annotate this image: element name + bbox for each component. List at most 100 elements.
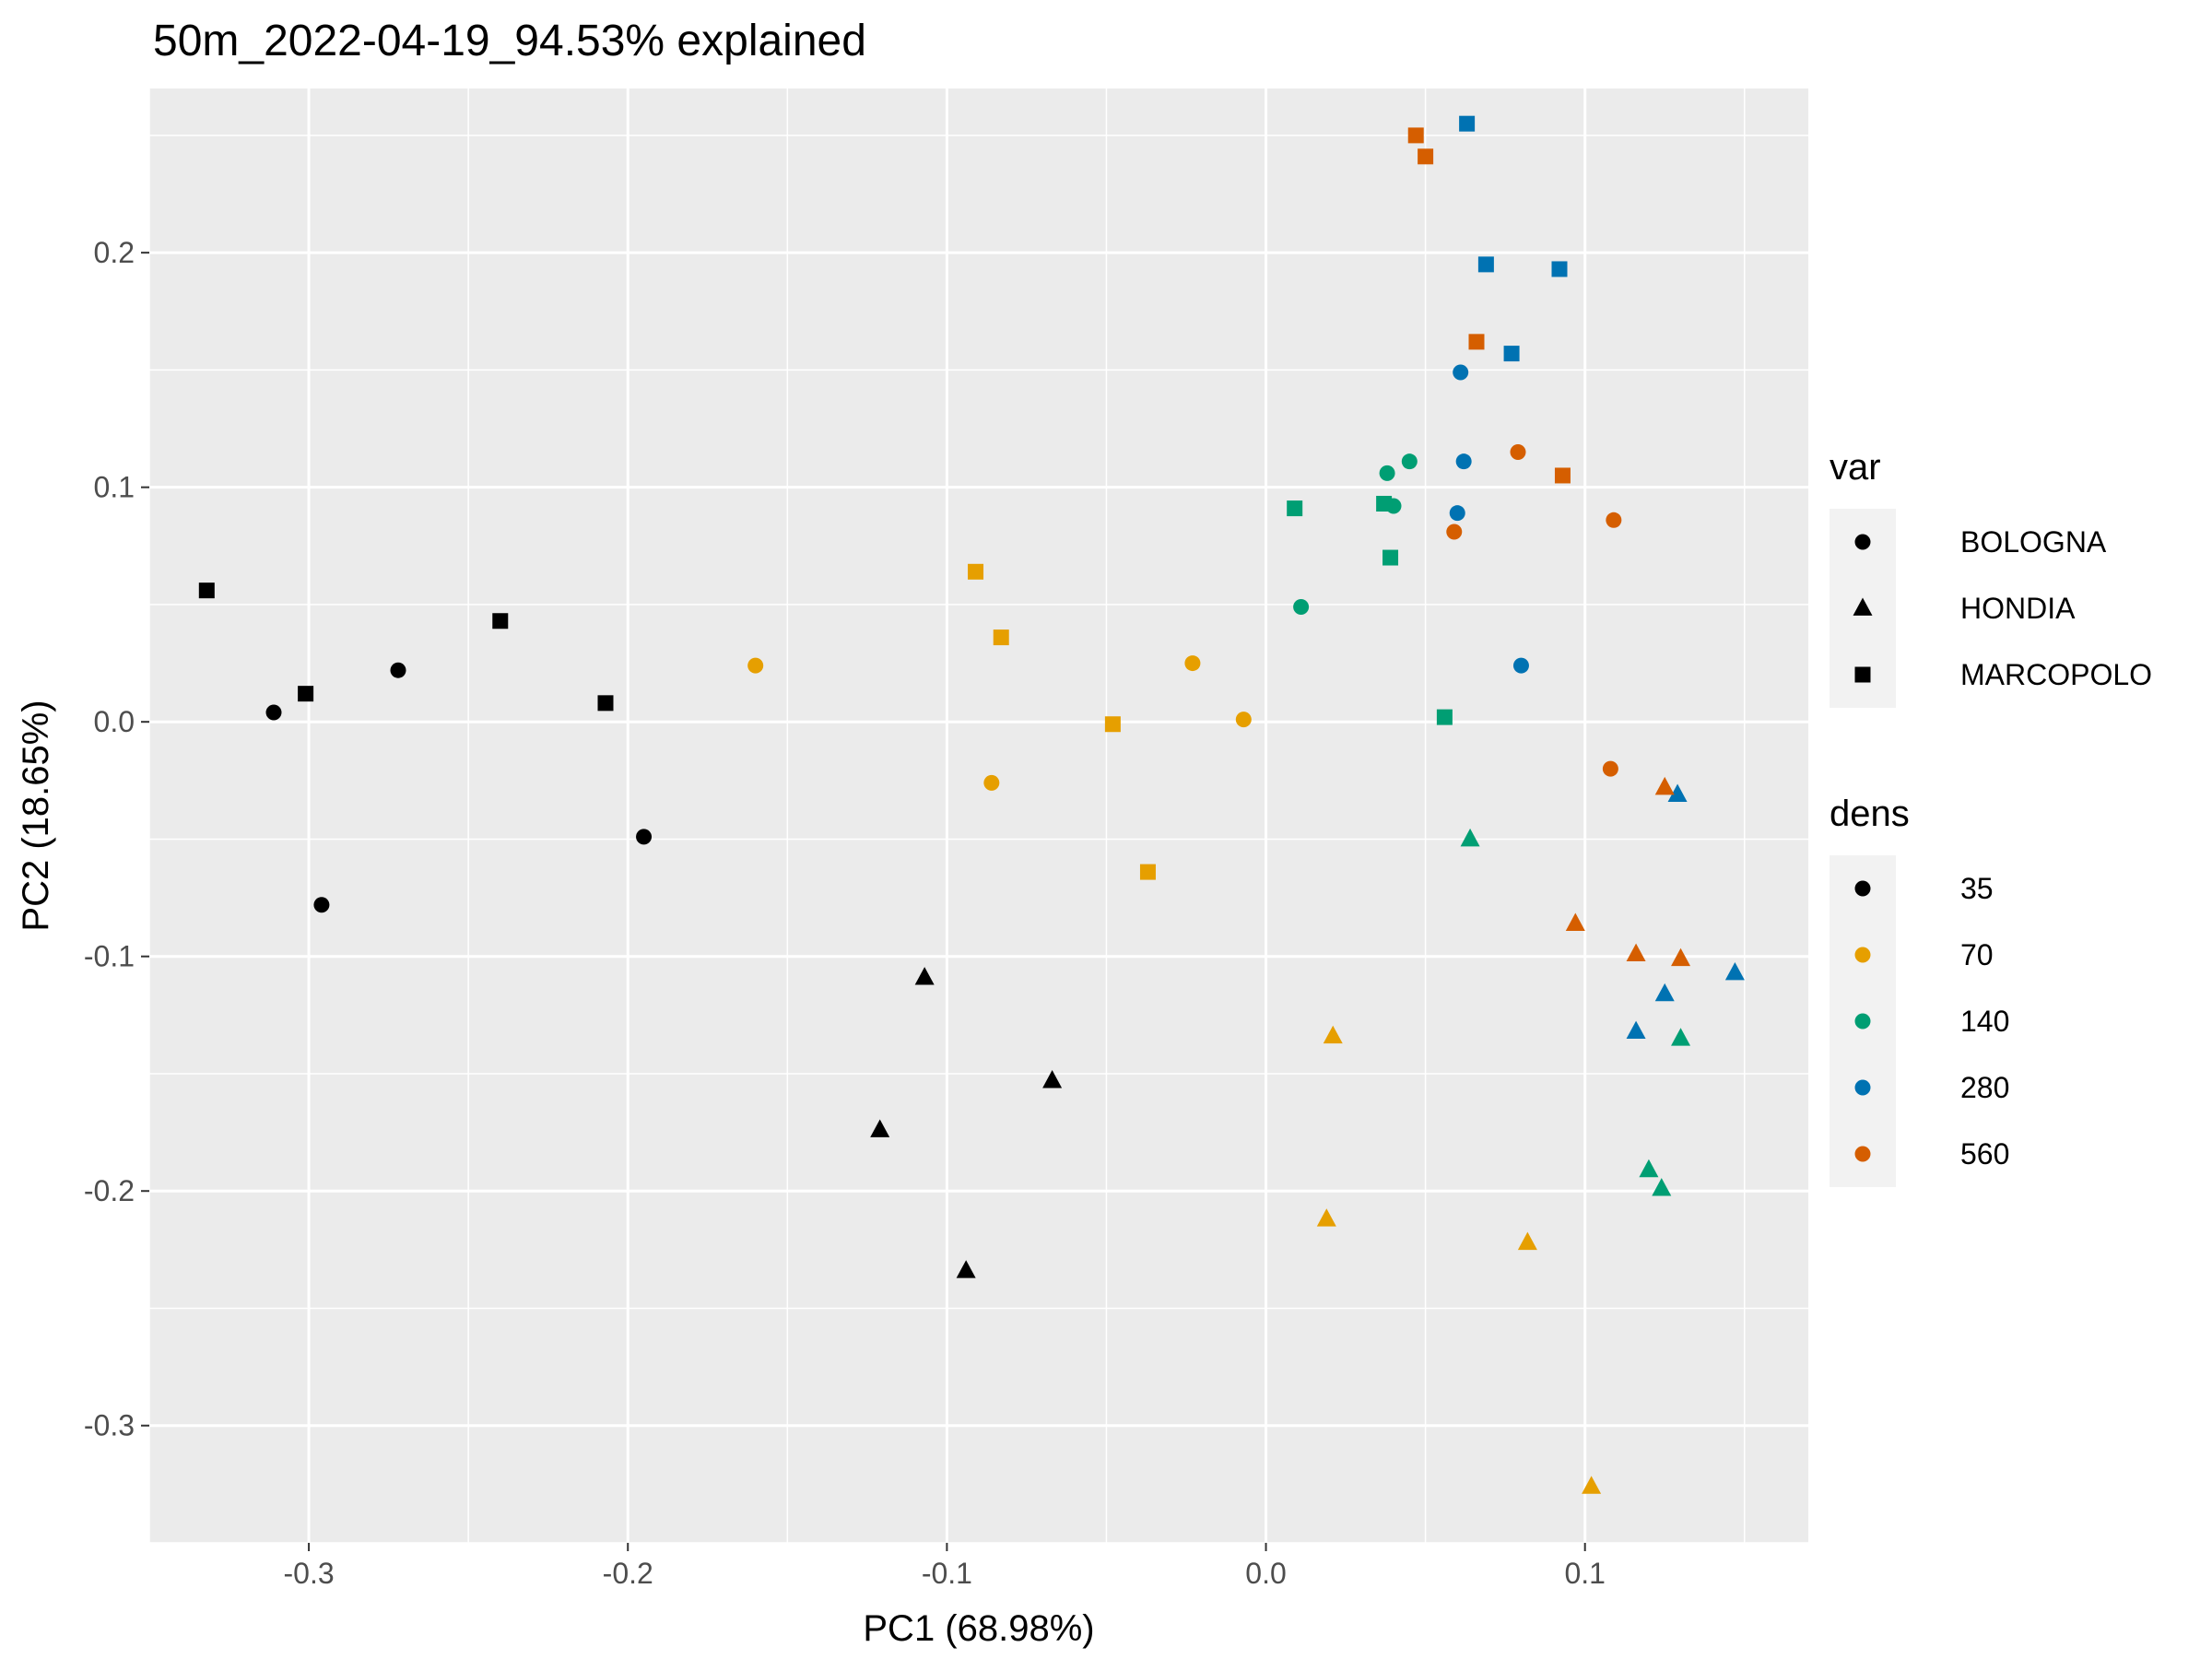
legend-dens-label: 280 [1960,1071,2009,1104]
data-points [198,115,1745,1494]
data-point [1407,127,1424,144]
legend-dens: dens 35 70 140 280 560 [1830,794,2009,1187]
data-point [1449,505,1465,522]
data-point [1671,947,1691,967]
data-point [265,704,282,721]
data-point [1468,334,1485,350]
x-tick-label: 0.0 [1245,1557,1286,1590]
data-point [1606,512,1622,528]
data-point [1323,1025,1343,1044]
data-point [636,829,653,845]
data-point [1626,1020,1646,1040]
data-point [1376,495,1393,512]
x-tick-label: -0.3 [284,1557,335,1590]
data-point [1459,115,1476,132]
data-point [1652,1178,1672,1196]
data-point [1418,148,1434,165]
data-point [956,1260,976,1278]
data-point [1477,256,1494,273]
legend-key-circle [1854,534,1871,550]
data-point [1626,943,1646,962]
legend-dens-label: 70 [1960,938,1994,971]
data-point [1551,261,1568,277]
data-point [313,897,330,913]
major-gridlines [149,88,1808,1543]
legend-var: var BOLOGNA HONDIA MARCOPOLO [1830,447,2152,708]
data-point [1316,1208,1336,1227]
data-point [1554,467,1571,484]
legend-key-triangle [1853,597,1873,616]
data-point [1582,1476,1602,1494]
data-point [1436,709,1453,725]
y-tick-label: -0.3 [84,1409,135,1442]
legend-dens-title: dens [1830,794,1910,834]
legend-key-dot [1854,1079,1871,1096]
data-point [1724,961,1745,981]
data-point [1401,453,1418,470]
legend-dens-label: 140 [1960,1005,2009,1038]
chart-title: 50m_2022-04-19_94.53% explained [153,17,866,65]
data-point [1510,444,1526,460]
minor-gridlines [148,88,1808,1544]
data-point [1379,465,1395,481]
x-axis-label: PC1 (68.98%) [863,1608,1094,1649]
data-point [390,662,406,678]
data-point [1602,760,1618,777]
data-point [968,563,984,580]
x-axis: -0.3 -0.2 -0.1 0.0 0.1 [284,1543,1606,1590]
y-tick-label: 0.1 [94,471,135,504]
x-tick-label: -0.2 [603,1557,653,1590]
data-point [1184,655,1201,672]
legend-var-label: HONDIA [1960,592,2076,625]
data-point [914,967,935,985]
data-point [1639,1159,1659,1178]
legend-dens-label: 35 [1960,872,1994,905]
legend-dens-label: 560 [1960,1137,2009,1171]
data-point [1042,1070,1063,1088]
data-point [1667,783,1688,802]
data-point [597,695,614,712]
data-point [1446,524,1463,540]
data-point [1293,598,1310,615]
data-point [1139,864,1156,880]
data-point [1512,657,1529,674]
y-tick-label: -0.2 [84,1174,135,1207]
y-tick-label: 0.0 [94,705,135,738]
legend-var-title: var [1830,447,1881,488]
x-tick-label: -0.1 [922,1557,972,1590]
data-point [983,774,1000,791]
legend-key-square [1854,666,1871,683]
data-point [1654,776,1675,795]
x-tick-label: 0.1 [1564,1557,1605,1590]
legend-var-label: BOLOGNA [1960,525,2107,559]
y-tick-label: -0.1 [84,940,135,973]
data-point [1671,1028,1691,1046]
legend-key-dot [1854,947,1871,963]
data-point [747,657,764,674]
y-axis: -0.3 -0.2 -0.1 0.0 0.1 0.2 [84,236,149,1442]
data-point [1104,716,1121,733]
data-point [1460,828,1480,847]
legend-var-label: MARCOPOLO [1960,658,2152,691]
legend-key-dot [1854,880,1871,897]
data-point [1654,982,1675,1002]
legend-key-dot [1854,1146,1871,1162]
data-point [1565,912,1585,931]
data-point [198,582,215,599]
data-point [870,1119,890,1137]
y-tick-label: 0.2 [94,236,135,269]
data-point [1235,712,1252,728]
plot-panel [149,88,1808,1543]
data-point [1287,500,1303,517]
legend-key-dot [1854,1013,1871,1030]
data-point [1517,1231,1537,1251]
data-point [1455,453,1472,470]
data-point [1503,346,1520,362]
data-point [298,686,314,702]
data-point [492,613,509,629]
y-axis-label: PC2 (18.65%) [16,700,56,931]
data-point [1453,364,1469,381]
data-point [993,629,1009,646]
data-point [1382,549,1399,566]
